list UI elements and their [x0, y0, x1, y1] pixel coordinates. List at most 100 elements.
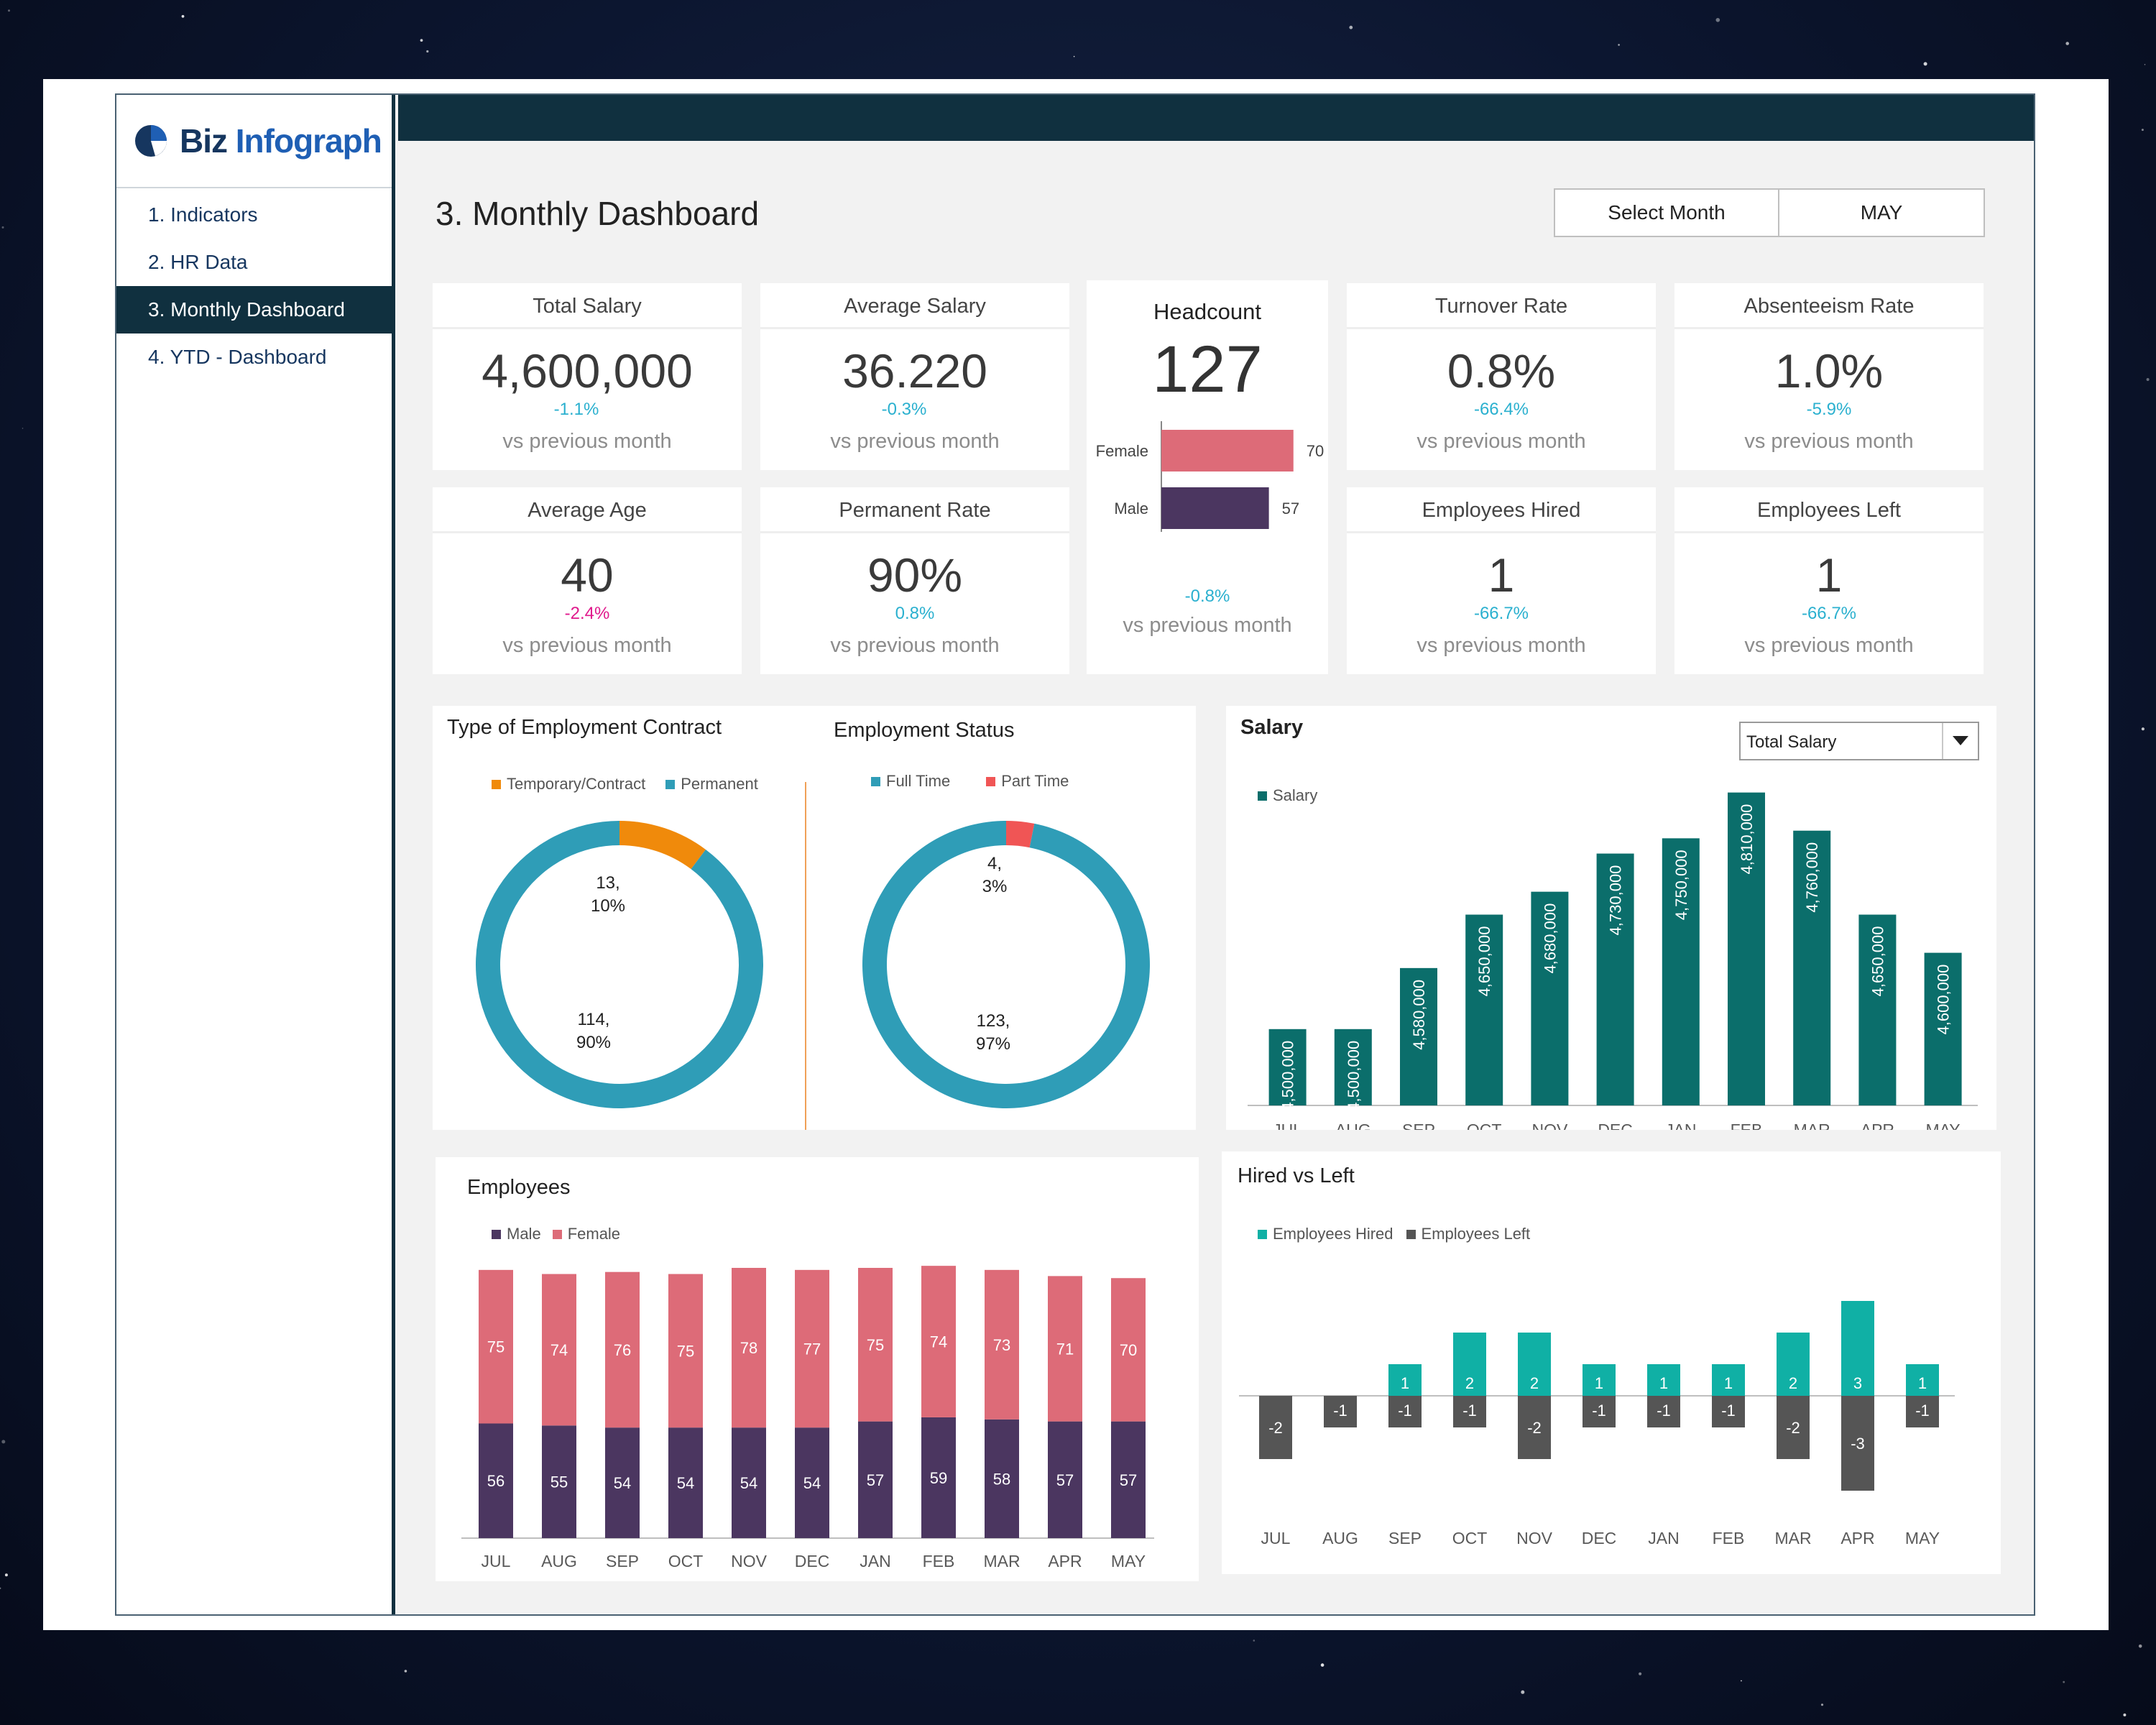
- kpi-value: 36.220: [842, 344, 987, 397]
- left-data-label: -2: [1268, 1419, 1283, 1437]
- star-dot: [1639, 1672, 1642, 1675]
- hired-bar: [1453, 1333, 1486, 1396]
- hired-data-label: 1: [1918, 1374, 1927, 1392]
- employment-panel: Type of Employment Contract Employment S…: [433, 706, 1196, 1130]
- legend-label-full-time: Full Time: [886, 772, 951, 790]
- nav-item-ytd-dashboard[interactable]: 4. YTD - Dashboard: [148, 346, 327, 368]
- employees-tick-label: MAR: [983, 1552, 1020, 1570]
- star-dot: [420, 39, 423, 42]
- salary-data-label: 4,680,000: [1541, 903, 1559, 974]
- left-bar: [1259, 1396, 1292, 1459]
- top-bar: [398, 95, 2034, 141]
- star-dot: [1, 1440, 6, 1444]
- kpi-subtitle: vs previous month: [502, 430, 672, 453]
- kpi-headcount: Headcount 127 Female 70 Male 57 -0.8% vs pr…: [1087, 280, 1328, 674]
- star-dot: [1349, 25, 1353, 29]
- salary-data-label: 4,750,000: [1672, 850, 1690, 920]
- salary-data-label: 4,600,000: [1935, 965, 1953, 1035]
- contract-legend: Temporary/Contract Permanent: [492, 775, 758, 794]
- employees-tick-label: OCT: [668, 1552, 704, 1570]
- left-data-label: -1: [1915, 1402, 1930, 1420]
- kpi-change: 0.8%: [895, 604, 935, 623]
- kpi-change: -66.7%: [1801, 604, 1857, 623]
- brand-logo[interactable]: Biz Infograph: [116, 95, 392, 188]
- kpi-value: 1: [1815, 548, 1843, 602]
- kpi-subtitle: vs previous month: [1744, 430, 1914, 453]
- salary-bar: [1858, 914, 1897, 1105]
- salary-bar: [1465, 914, 1503, 1105]
- month-selector[interactable]: Select Month MAY: [1554, 188, 1985, 237]
- chevron-down-icon[interactable]: [1942, 723, 1978, 759]
- salary-dropdown-value: Total Salary: [1746, 732, 1837, 752]
- employees-bar-male: [795, 1427, 829, 1538]
- nav-item-indicators[interactable]: 1. Indicators: [148, 203, 258, 226]
- kpi-change: -1.1%: [553, 400, 599, 419]
- brand-name: Biz Infograph: [180, 121, 382, 160]
- left-data-label: -1: [1721, 1402, 1736, 1420]
- salary-bar: [1924, 952, 1962, 1105]
- salary-bar: [1268, 1029, 1307, 1105]
- star-dot: [1253, 1639, 1256, 1642]
- left-bar: [1518, 1396, 1551, 1459]
- kpi-total-salary: Total Salary 4,600,000 -1.1% vs previous…: [433, 283, 742, 470]
- month-selector-value[interactable]: MAY: [1860, 201, 1903, 224]
- employees-bar-male: [921, 1417, 956, 1538]
- status-donut-chart: 4, 3% 123, 97%: [862, 821, 1150, 1108]
- kpi-title: Total Salary: [433, 283, 742, 329]
- nav-item-monthly-dashboard[interactable]: 3. Monthly Dashboard: [116, 286, 392, 334]
- star-dot: [1521, 1690, 1525, 1694]
- employees-tick-label: MAY: [1111, 1552, 1146, 1570]
- salary-tick-label: DEC: [1598, 1121, 1633, 1130]
- kpi-value: 4,600,000: [482, 344, 693, 397]
- employees-data-label-male: 56: [487, 1472, 505, 1490]
- hired-data-label: 2: [1789, 1374, 1797, 1392]
- hired-data-label: 1: [1595, 1374, 1603, 1392]
- nav-item-hr-data[interactable]: 2. HR Data: [148, 251, 248, 273]
- kpi-subtitle: vs previous month: [502, 634, 672, 657]
- salary-tick-label: MAR: [1794, 1121, 1830, 1130]
- brand-name-part1: Biz: [180, 122, 228, 160]
- salary-data-label: 4,500,000: [1279, 1041, 1297, 1111]
- left-bar: [1324, 1396, 1357, 1427]
- headcount-change: -0.8%: [1184, 586, 1230, 606]
- donut-data-label: 4,: [987, 854, 1002, 873]
- employees-data-label-female: 75: [677, 1342, 694, 1360]
- hired-data-label: 1: [1724, 1374, 1733, 1392]
- employees-data-label-male: 57: [867, 1471, 884, 1489]
- panel-divider: [805, 782, 806, 1130]
- employees-tick-label: NOV: [731, 1552, 768, 1570]
- left-bar: [1388, 1396, 1422, 1427]
- hired-bar: [1712, 1364, 1745, 1396]
- hired-left-panel: Hired vs Left Employees Hired Employees …: [1222, 1151, 2001, 1574]
- hired-left-tick-label: SEP: [1388, 1529, 1422, 1547]
- star-dot: [2065, 42, 2069, 45]
- salary-bar: [1596, 853, 1634, 1105]
- employees-tick-label: JUL: [482, 1552, 511, 1570]
- left-bar: [1841, 1396, 1874, 1491]
- salary-data-label: 4,500,000: [1345, 1041, 1363, 1111]
- legend-swatch-female: [552, 1229, 562, 1239]
- employees-bar-female: [985, 1269, 1019, 1420]
- donut-contract-slice-1: [476, 821, 763, 1108]
- hired-left-tick-label: MAY: [1905, 1529, 1940, 1547]
- employees-bar-female: [921, 1266, 956, 1417]
- star-dot: [22, 428, 24, 429]
- salary-tick-label: OCT: [1467, 1121, 1502, 1130]
- salary-tick-label: SEP: [1402, 1121, 1435, 1130]
- page-title: 3. Monthly Dashboard: [436, 195, 760, 232]
- star-dot: [181, 14, 185, 18]
- employees-bar-female: [605, 1271, 640, 1428]
- hired-bar: [1906, 1364, 1939, 1396]
- salary-metric-dropdown[interactable]: Total Salary: [1739, 722, 1979, 760]
- left-data-label: -1: [1333, 1402, 1348, 1420]
- legend-label-female: Female: [567, 1225, 621, 1243]
- employees-data-label-male: 54: [614, 1474, 631, 1492]
- headcount-value: 127: [1152, 333, 1263, 406]
- kpi-subtitle: vs previous month: [830, 634, 1000, 657]
- headcount-title: Headcount: [1153, 299, 1261, 324]
- hired-left-legend: Employees Hired Employees Left: [1258, 1225, 1530, 1243]
- star-dot: [404, 1670, 407, 1673]
- employees-data-label-male: 55: [550, 1473, 568, 1491]
- salary-legend: Salary: [1258, 786, 1317, 805]
- star-dot: [1618, 44, 1620, 46]
